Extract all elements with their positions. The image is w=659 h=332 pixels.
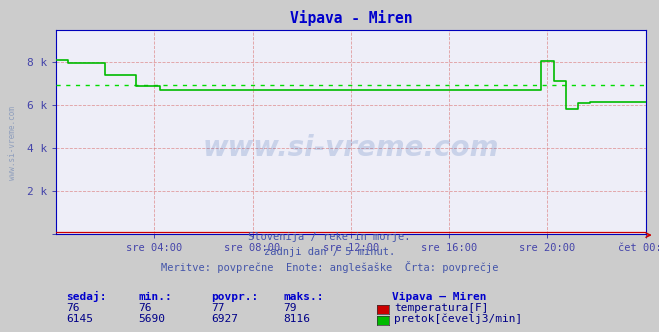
Text: 6145: 6145: [66, 314, 93, 324]
Text: min.:: min.:: [138, 292, 172, 302]
Text: 5690: 5690: [138, 314, 165, 324]
Text: www.si-vreme.com: www.si-vreme.com: [8, 106, 17, 180]
Text: temperatura[F]: temperatura[F]: [394, 303, 488, 313]
Text: 77: 77: [211, 303, 224, 313]
Text: 6927: 6927: [211, 314, 238, 324]
Text: Meritve: povprečne  Enote: anglešaške  Črta: povprečje: Meritve: povprečne Enote: anglešaške Črt…: [161, 261, 498, 273]
Text: 76: 76: [138, 303, 152, 313]
Text: povpr.:: povpr.:: [211, 292, 258, 302]
Text: 8116: 8116: [283, 314, 310, 324]
Text: Vipava – Miren: Vipava – Miren: [392, 292, 486, 302]
Text: Slovenija / reke in morje.: Slovenija / reke in morje.: [248, 232, 411, 242]
Text: sedaj:: sedaj:: [66, 291, 106, 302]
Text: www.si-vreme.com: www.si-vreme.com: [203, 134, 499, 162]
Text: 79: 79: [283, 303, 297, 313]
Text: maks.:: maks.:: [283, 292, 324, 302]
Text: 76: 76: [66, 303, 79, 313]
Title: Vipava - Miren: Vipava - Miren: [290, 10, 412, 26]
Text: zadnji dan / 5 minut.: zadnji dan / 5 minut.: [264, 247, 395, 257]
Text: pretok[čevelj3/min]: pretok[čevelj3/min]: [394, 313, 523, 324]
